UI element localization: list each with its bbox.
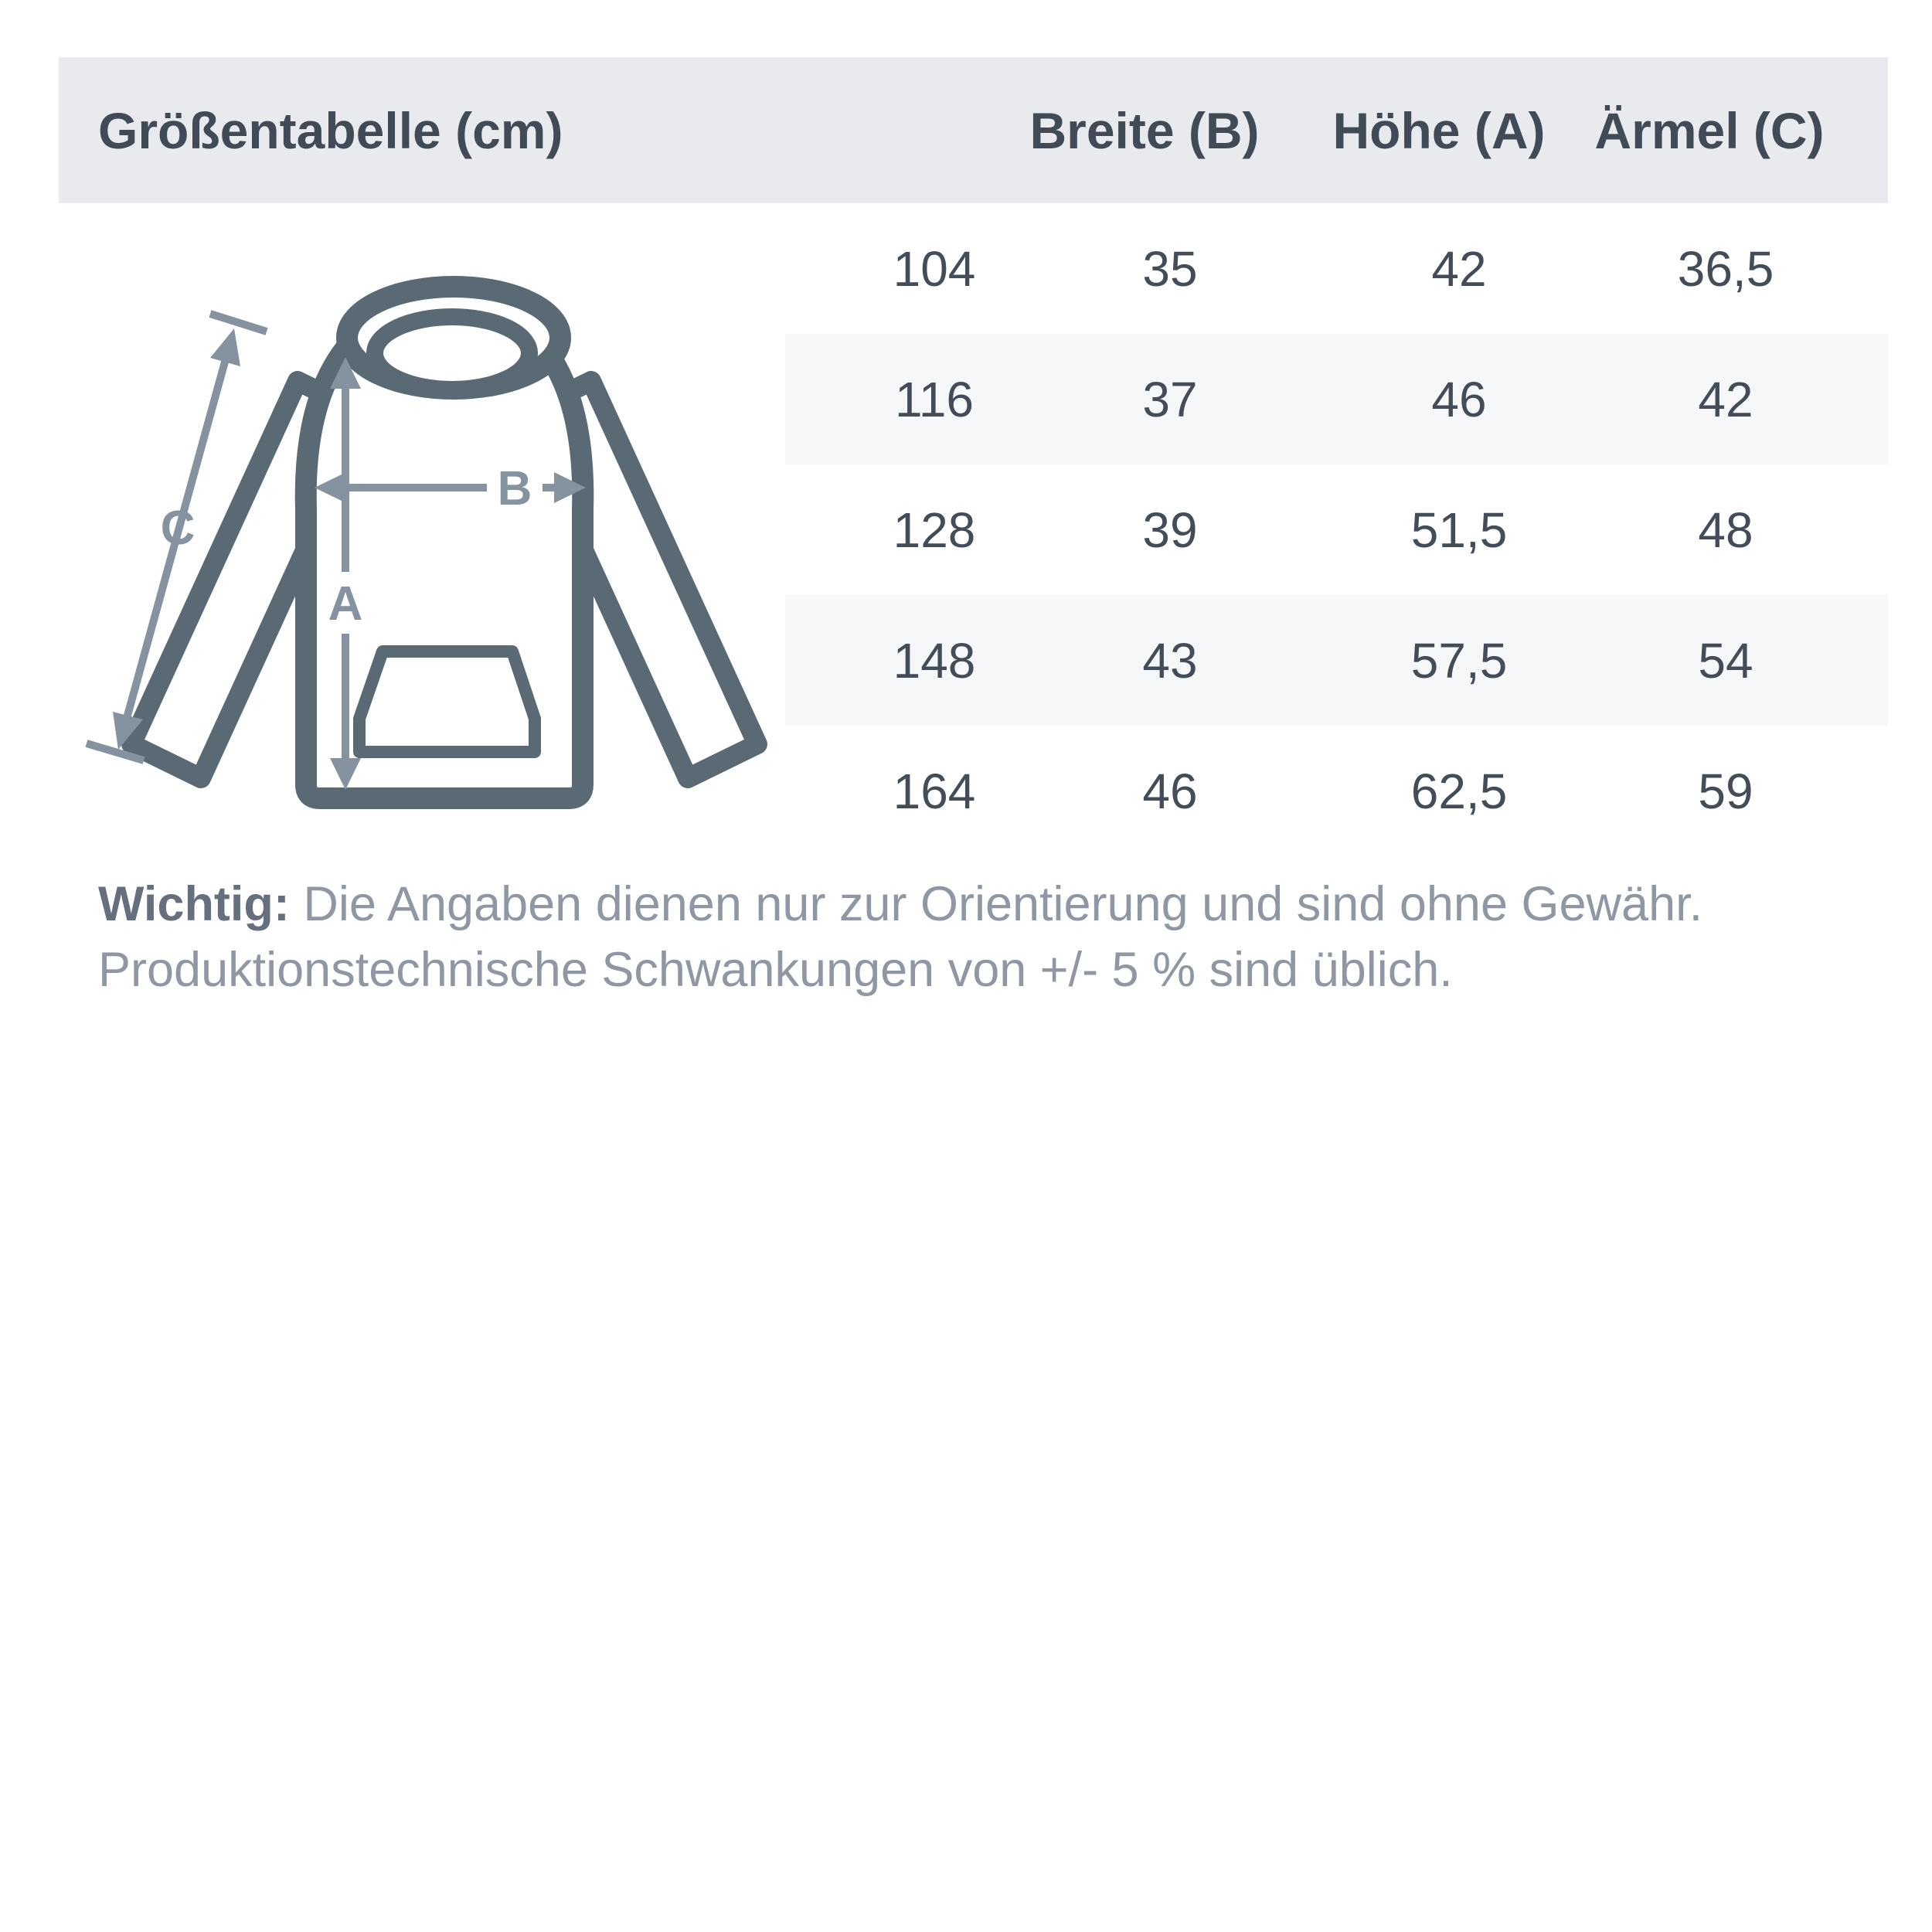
label-b-backdrop <box>487 458 543 517</box>
measurement-cell: 46 <box>1431 371 1487 427</box>
hoodie-measurement-diagram: A B C <box>85 276 767 809</box>
row-stripe <box>785 595 1888 726</box>
measurement-label-b: B <box>498 462 532 515</box>
measure-c-line <box>120 346 233 731</box>
disclaimer-note: Wichtig: Die Angaben dienen nur zur Orie… <box>98 872 1876 1003</box>
size-cell: 128 <box>893 502 976 558</box>
size-chart-header: Größentabelle (cm) Breite (B) Höhe (A) Ä… <box>59 57 1888 203</box>
disclaimer-line-1-text: Die Angaben dienen nur zur Orientierung … <box>289 877 1703 931</box>
measure-c-top-tick <box>209 310 268 335</box>
disclaimer-bold-word: Wichtig: <box>98 877 290 931</box>
measurement-cell: 35 <box>1142 240 1198 297</box>
size-cell: 148 <box>893 632 976 689</box>
arrow-down-icon <box>330 758 361 790</box>
arrow-left-icon <box>315 472 346 503</box>
measurement-cell: 48 <box>1698 502 1753 558</box>
measurement-cell: 43 <box>1142 632 1198 689</box>
measure-c-bottom-tick <box>85 740 145 764</box>
table-row: 128 39 51,5 48 <box>0 464 1932 595</box>
measurement-label-c: C <box>161 502 196 555</box>
measurement-cell: 39 <box>1142 502 1198 558</box>
label-a-backdrop <box>321 572 370 634</box>
column-header-breite: Breite (B) <box>1029 101 1260 159</box>
hoodie-pocket <box>353 645 541 758</box>
arrow-right-icon <box>554 472 586 503</box>
table-row: 104 35 42 36,5 <box>0 203 1932 334</box>
column-header-aermel: Ärmel (C) <box>1594 101 1825 159</box>
measurement-cell: 42 <box>1698 371 1753 427</box>
measurement-cell: 36,5 <box>1677 240 1774 297</box>
measurement-cell: 51,5 <box>1410 502 1508 558</box>
size-cell: 116 <box>894 371 975 427</box>
chart-title: Größentabelle (cm) <box>98 101 563 159</box>
disclaimer-line-2: Produktionstechnische Schwankungen von +… <box>98 943 1453 997</box>
measurement-cell: 42 <box>1431 240 1487 297</box>
measurement-cell: 54 <box>1698 632 1753 689</box>
measurement-cell: 62,5 <box>1410 763 1508 819</box>
table-row: 148 43 57,5 54 <box>0 595 1932 726</box>
arrow-up-right-icon <box>210 328 240 366</box>
measurement-label-a: A <box>328 577 363 631</box>
row-stripe <box>785 334 1888 464</box>
column-header-hoehe: Höhe (A) <box>1332 101 1546 159</box>
arrow-up-icon <box>330 357 361 389</box>
measurement-cell: 59 <box>1698 763 1753 819</box>
size-cell: 164 <box>893 763 976 819</box>
arrow-down-left-icon <box>113 712 143 750</box>
measurement-cell: 46 <box>1142 763 1198 819</box>
hoodie-hood-inner <box>366 308 538 398</box>
disclaimer-line-1: Wichtig: Die Angaben dienen nur zur Orie… <box>98 872 1876 937</box>
measurement-cell: 57,5 <box>1410 632 1508 689</box>
table-row: 164 46 62,5 59 <box>0 726 1932 856</box>
size-cell: 104 <box>893 240 976 297</box>
table-row: 116 37 46 42 <box>0 334 1932 464</box>
measurement-cell: 37 <box>1142 371 1198 427</box>
